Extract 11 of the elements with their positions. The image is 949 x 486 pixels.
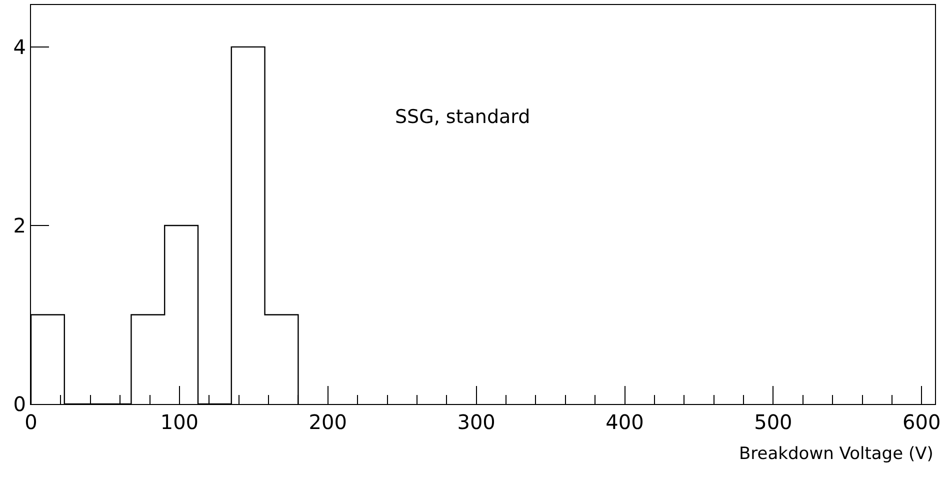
x-tick-label: 400	[606, 410, 644, 434]
x-axis-title: Breakdown Voltage (V)	[739, 444, 934, 464]
y-tick-label: 0	[13, 392, 26, 416]
annotation: SSG, standard	[395, 106, 530, 128]
x-tick-label: 600	[902, 410, 941, 434]
y-tick-label: 2	[13, 213, 26, 238]
x-tick-label: 300	[457, 410, 496, 434]
x-tick-label: 500	[754, 410, 792, 434]
y-tick-label: 4	[13, 34, 26, 59]
x-tick-label: 200	[308, 410, 347, 434]
x-tick-label: 100	[160, 410, 199, 434]
